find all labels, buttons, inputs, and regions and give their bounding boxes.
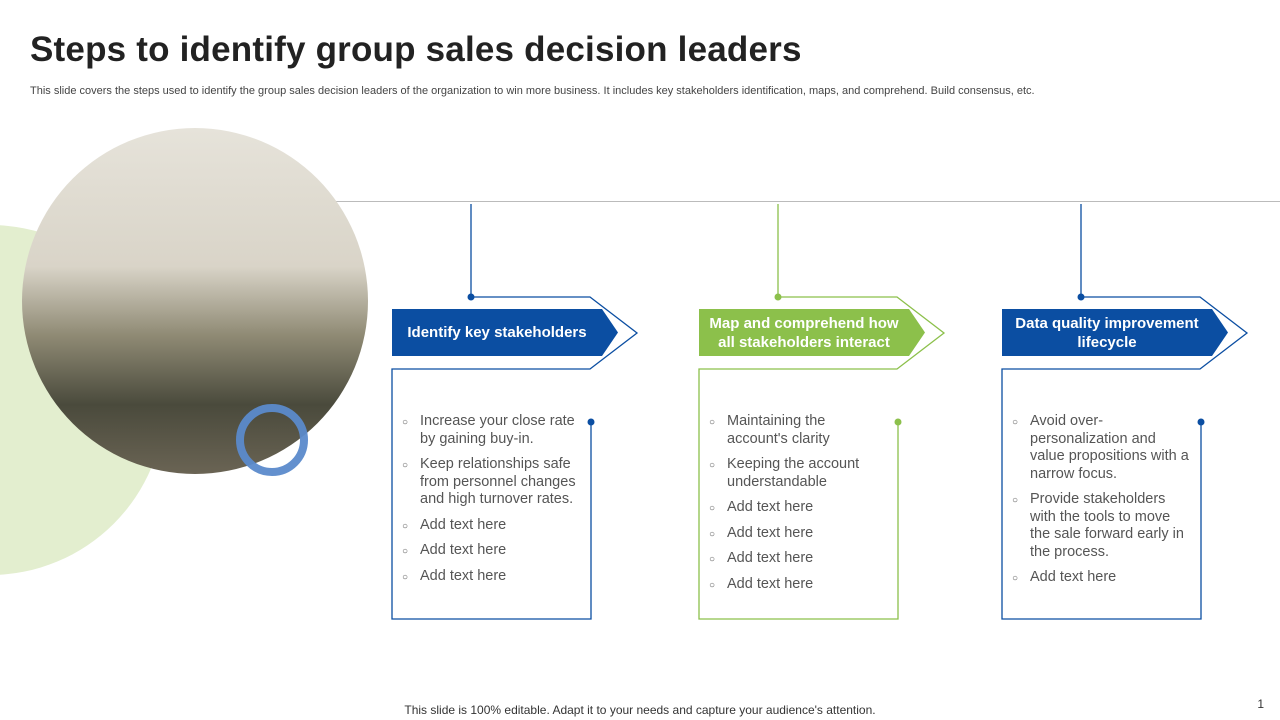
bullet-circle-icon: ○ bbox=[709, 460, 716, 471]
bullet-text: Keep relationships safe from personnel c… bbox=[420, 456, 576, 507]
step-bullet-list: ○ Avoid over-personalization and value pr… bbox=[1012, 413, 1192, 595]
step-arrow bbox=[392, 309, 618, 356]
page-subtitle: This slide covers the steps used to iden… bbox=[30, 85, 1035, 97]
decorative-blue-ring bbox=[236, 404, 308, 476]
bullet-circle-icon: ○ bbox=[402, 546, 409, 557]
bullet-item: ○ Keep relationships safe from personnel … bbox=[402, 456, 582, 509]
bullet-item: ○ Maintaining the account's clarity bbox=[709, 413, 889, 448]
step-dot bbox=[894, 418, 902, 426]
bullet-text: Add text here bbox=[1030, 569, 1117, 585]
bullet-item: ○ Add text here bbox=[709, 550, 889, 568]
bullet-text: Add text here bbox=[727, 499, 814, 515]
step-dot bbox=[1077, 293, 1085, 301]
bullet-text: Add text here bbox=[420, 567, 507, 584]
bullet-text: Add text here bbox=[727, 575, 814, 592]
bullet-circle-icon: ○ bbox=[709, 417, 716, 428]
bullet-item: ○ Avoid over-personalization and value pr… bbox=[1012, 413, 1192, 483]
bullet-circle-icon: ○ bbox=[709, 503, 716, 514]
bullet-text: Keeping the account understandable bbox=[727, 456, 860, 490]
step-outline bbox=[1001, 296, 1249, 620]
bullet-circle-icon: ○ bbox=[402, 520, 409, 532]
bullet-circle-icon: ○ bbox=[709, 579, 716, 591]
bullet-item: ○ Add text here bbox=[402, 542, 582, 560]
step-arrow bbox=[699, 309, 925, 356]
step-heading: Identify key stakeholders bbox=[407, 324, 587, 341]
bullet-circle-icon: ○ bbox=[709, 528, 716, 540]
bullet-circle-icon: ○ bbox=[402, 460, 409, 471]
footer-note: This slide is 100% editable. Adapt it to… bbox=[404, 703, 876, 717]
bullet-item: ○ Add text here bbox=[709, 525, 889, 543]
bullet-item: ○ Add text here bbox=[1012, 569, 1192, 587]
step-heading: Data quality improvement lifecycle bbox=[1015, 314, 1199, 351]
page-title: Steps to identify group sales decision l… bbox=[30, 30, 802, 69]
bullet-circle-icon: ○ bbox=[1012, 417, 1019, 428]
step-heading: Map and comprehend how all stakeholders … bbox=[709, 314, 899, 351]
step-arrow bbox=[1002, 309, 1228, 356]
bullet-text: Add text here bbox=[420, 516, 507, 533]
step-bullet-list: ○ Increase your close rate by gaining buy… bbox=[402, 413, 582, 593]
bullet-text: Add text here bbox=[727, 524, 814, 541]
step-dot bbox=[467, 293, 475, 301]
page-number: 1 bbox=[1257, 697, 1264, 711]
bullet-item: ○ Add text here bbox=[402, 568, 582, 586]
step-bullet-list: ○ Maintaining the account's clarity ○ Keepi… bbox=[709, 413, 889, 601]
step-dot bbox=[774, 293, 782, 301]
bullet-item: ○ Increase your close rate by gaining buy… bbox=[402, 413, 582, 448]
step-dot bbox=[1197, 418, 1205, 426]
bullet-text: Add text here bbox=[420, 542, 507, 558]
bullet-item: ○ Add text here bbox=[709, 499, 889, 517]
bullet-text: Avoid over-personalization and value pro… bbox=[1030, 413, 1189, 482]
step-outline bbox=[698, 296, 946, 620]
step-outline bbox=[391, 296, 639, 620]
bullet-text: Maintaining the account's clarity bbox=[727, 413, 830, 447]
bullet-item: ○ Provide stakeholders with the tools to … bbox=[1012, 491, 1192, 561]
bullet-text: Increase your close rate by gaining buy-… bbox=[420, 413, 575, 447]
bullet-circle-icon: ○ bbox=[1012, 573, 1019, 584]
bullet-circle-icon: ○ bbox=[709, 554, 716, 565]
bullet-text: Provide stakeholders with the tools to m… bbox=[1030, 491, 1184, 560]
bullet-circle-icon: ○ bbox=[402, 417, 409, 428]
bullet-item: ○ Add text here bbox=[402, 517, 582, 535]
bullet-circle-icon: ○ bbox=[1012, 495, 1019, 506]
team-meeting-photo bbox=[22, 128, 368, 474]
bullet-text: Add text here bbox=[727, 550, 814, 566]
bullet-item: ○ Add text here bbox=[709, 576, 889, 594]
bullet-item: ○ Keeping the account understandable bbox=[709, 456, 889, 491]
step-dot bbox=[587, 418, 595, 426]
bullet-circle-icon: ○ bbox=[402, 571, 409, 583]
